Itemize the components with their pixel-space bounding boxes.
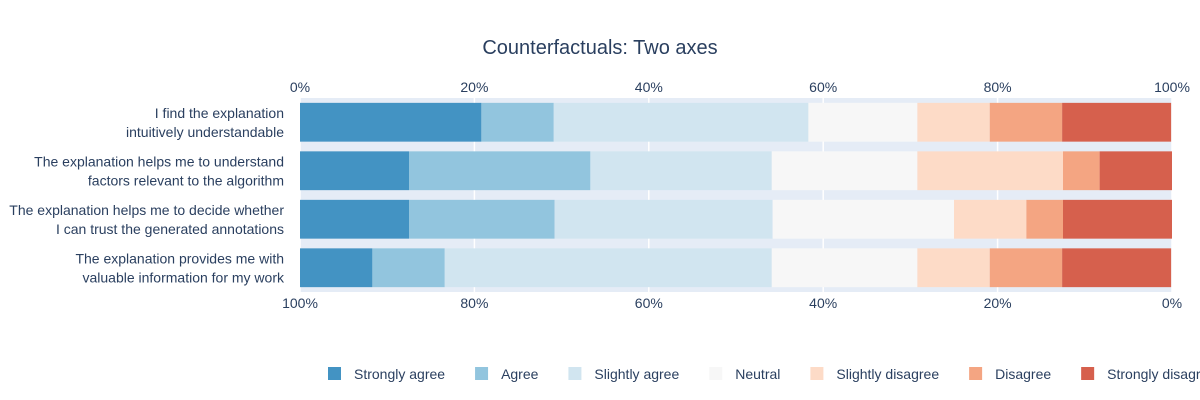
bar-segment	[917, 151, 1063, 191]
bar-segment	[409, 151, 591, 191]
legend-label: Slightly agree	[594, 366, 679, 382]
bar-segment	[1062, 102, 1172, 142]
legend-swatch	[568, 367, 582, 380]
legend-label: Slightly disagree	[836, 366, 939, 382]
legend-swatch	[328, 367, 341, 380]
bar-segment	[1063, 199, 1172, 239]
legend-swatch	[969, 367, 983, 380]
category-label: The explanation provides me with valuable…	[75, 250, 285, 285]
category-label-line: The explanation provides me with	[75, 250, 284, 266]
bar-segment	[772, 199, 954, 239]
bar-segment	[300, 248, 373, 288]
bar-segment	[1062, 248, 1172, 288]
bar-segment	[372, 248, 445, 288]
legend-item[interactable]: Disagree	[969, 366, 1051, 382]
bar-segment	[989, 102, 1063, 142]
bar-segment	[300, 199, 409, 239]
legend-swatch	[475, 367, 489, 380]
legend-label: Agree	[501, 366, 539, 382]
category-label-line: factors relevant to the algorithm	[88, 172, 284, 188]
category-label-line: I can trust the generated annotations	[56, 221, 284, 237]
category-label: The explanation helps me to decide wheth…	[9, 202, 284, 237]
bar-segment	[1099, 151, 1172, 191]
bottom-axis-tick-label: 40%	[809, 295, 837, 311]
y-axis-category-labels: I find the explanation intuitively unders…	[9, 105, 285, 286]
top-axis-tick-label: 20%	[460, 79, 488, 95]
bar-segment	[300, 102, 482, 142]
legend-label: Neutral	[735, 366, 780, 382]
category-label-line: I find the explanation	[155, 105, 284, 121]
bar-segment	[917, 102, 990, 142]
bar-segment	[989, 248, 1063, 288]
bar-segment	[808, 102, 918, 142]
bottom-axis-tick-label: 0%	[1162, 295, 1182, 311]
category-label: The explanation helps me to understand fa…	[34, 153, 284, 188]
top-x-axis: 0% 20% 40% 60% 80% 100%	[290, 79, 1190, 95]
bar-segment	[917, 248, 990, 288]
bar-segment	[1026, 199, 1063, 239]
legend-swatch	[1081, 367, 1095, 380]
legend[interactable]: Strongly agree Agree Slightly agree Neutral…	[328, 366, 1200, 382]
category-label-line: intuitively understandable	[126, 124, 284, 140]
chart-title: Counterfactuals: Two axes	[482, 37, 717, 59]
legend-item[interactable]: Strongly agree	[328, 366, 445, 382]
bars	[300, 102, 1172, 288]
bar-segment	[300, 151, 409, 191]
bar-segment	[590, 151, 772, 191]
top-axis-tick-label: 40%	[635, 79, 663, 95]
legend-item[interactable]: Slightly agree	[568, 366, 679, 382]
top-axis-tick-label: 60%	[809, 79, 837, 95]
legend-label: Strongly agree	[354, 366, 445, 382]
bar-segment	[771, 151, 918, 191]
legend-label: Strongly disagree	[1107, 366, 1200, 382]
category-label-line: The explanation helps me to decide wheth…	[9, 202, 284, 218]
top-axis-tick-label: 80%	[984, 79, 1012, 95]
legend-swatch	[810, 367, 824, 380]
top-axis-tick-label: 0%	[290, 79, 310, 95]
bottom-axis-tick-label: 80%	[460, 295, 488, 311]
bar-segment	[771, 248, 918, 288]
bar-segment	[1063, 151, 1100, 191]
bottom-x-axis: 100% 80% 60% 40% 20% 0%	[282, 295, 1182, 311]
bar-segment	[554, 199, 773, 239]
legend-item[interactable]: Slightly disagree	[810, 366, 939, 382]
legend-item[interactable]: Neutral	[709, 366, 780, 382]
bottom-axis-tick-label: 60%	[635, 295, 663, 311]
bar-segment	[481, 102, 554, 142]
bottom-axis-tick-label: 100%	[282, 295, 318, 311]
bottom-axis-tick-label: 20%	[984, 295, 1012, 311]
top-axis-tick-label: 100%	[1154, 79, 1190, 95]
category-label: I find the explanation intuitively unders…	[126, 105, 284, 140]
legend-item[interactable]: Strongly disagree	[1081, 366, 1200, 382]
bar-segment	[409, 199, 555, 239]
bar-segment	[444, 248, 772, 288]
legend-swatch	[709, 367, 723, 380]
legend-label: Disagree	[995, 366, 1051, 382]
bar-segment	[553, 102, 809, 142]
legend-item[interactable]: Agree	[475, 366, 539, 382]
category-label-line: The explanation helps me to understand	[34, 153, 284, 169]
category-label-line: valuable information for my work	[82, 269, 285, 285]
bar-segment	[954, 199, 1027, 239]
